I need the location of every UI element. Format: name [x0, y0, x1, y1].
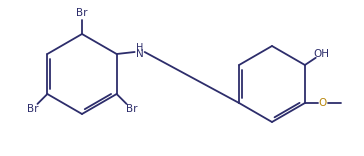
- Text: Br: Br: [126, 104, 137, 114]
- Text: Br: Br: [27, 104, 38, 114]
- Text: Br: Br: [76, 8, 88, 18]
- Text: N: N: [136, 49, 143, 59]
- Text: O: O: [319, 98, 327, 108]
- Text: OH: OH: [313, 49, 329, 59]
- Text: H: H: [136, 43, 143, 53]
